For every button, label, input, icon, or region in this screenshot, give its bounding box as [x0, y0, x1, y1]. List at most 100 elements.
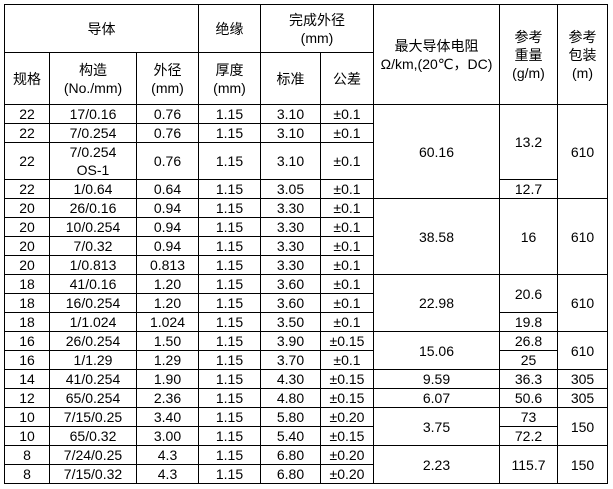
table-cell: 7/0.32: [49, 236, 137, 256]
cell-text: ±0.1: [333, 257, 361, 273]
cell-text: 7/0.254: [69, 144, 117, 160]
table-cell: 1.024: [136, 312, 199, 332]
cell-text: 13.2: [514, 134, 543, 150]
table-cell: 12.7: [499, 179, 558, 199]
header-row: 导体 绝缘 完成外径 (mm) 最大导体电阻 Ω/km,(20℃，DC) 参考 重量 (g/m)…: [4, 4, 608, 105]
cell-text: 0.94: [153, 200, 182, 216]
cell-text: 20: [19, 238, 35, 254]
cell-text: 150: [570, 418, 595, 435]
table-cell: ±0.1: [320, 217, 374, 237]
cell-text: 20: [19, 257, 35, 273]
cell-text: 3.00: [153, 428, 182, 444]
table-cell: 17/0.16: [49, 104, 137, 124]
cell-text: 17/0.16: [69, 106, 117, 122]
table-cell: 3.50: [260, 312, 321, 332]
cell-text: 1.15: [215, 409, 244, 425]
cell-text: 最大导体电阻: [394, 37, 479, 54]
table-cell: 4.3: [136, 445, 199, 465]
cell-text: 1.50: [153, 333, 182, 349]
cell-text: 10: [19, 409, 35, 425]
table-cell: 9.59: [373, 369, 500, 389]
cell-text: 1.024: [149, 314, 186, 330]
table-cell: ±0.20: [320, 407, 374, 427]
table-cell: ±0.1: [320, 274, 374, 294]
table-cell: 1.15: [198, 198, 261, 218]
cell-text: 7/0.254: [69, 125, 117, 141]
cell-text: 19.8: [514, 314, 543, 330]
table-cell: 10: [4, 407, 50, 427]
cell-text: ±0.1: [333, 153, 361, 169]
table-cell: 16: [4, 331, 50, 351]
cell-text: ±0.1: [333, 314, 361, 330]
table-cell: 4.80: [260, 388, 321, 408]
cell-text: ±0.1: [333, 200, 361, 216]
table-cell: 22: [4, 179, 50, 199]
cell-text: ±0.15: [329, 428, 365, 444]
header-cell: 规格: [4, 52, 50, 105]
cell-text: 6.80: [276, 447, 305, 463]
cell-text: 22.98: [418, 295, 455, 311]
table-cell: 6.80: [260, 464, 321, 484]
cell-text: 2.23: [422, 456, 451, 473]
table-cell: 16/0.254: [49, 293, 137, 313]
cell-text: 6.07: [422, 390, 451, 406]
table-cell: 20: [4, 255, 50, 275]
table-cell: 610: [557, 331, 608, 370]
cell-text: 3.10: [276, 106, 305, 122]
cell-text: 构造: [79, 61, 107, 78]
cell-text: 标准: [276, 70, 305, 87]
table-cell: 3.05: [260, 179, 321, 199]
cell-text: (mm): [151, 79, 184, 96]
cell-text: 绝缘: [215, 20, 244, 37]
cell-text: 3.70: [276, 352, 305, 368]
cell-text: (No./mm): [63, 79, 123, 96]
cell-text: 参考: [568, 28, 597, 45]
table-cell: 1.15: [198, 312, 261, 332]
table-cell: 3.90: [260, 331, 321, 351]
header-cell: 导体: [4, 4, 199, 53]
header-cell: 参考 重量 (g/m): [499, 4, 558, 105]
table-cell: ±0.20: [320, 445, 374, 465]
table-cell: 14: [4, 369, 50, 389]
table-cell: 18: [4, 312, 50, 332]
table-cell: 13.2: [499, 104, 558, 180]
header-cell: 外径 (mm): [136, 52, 199, 105]
cell-text: ±0.20: [329, 466, 365, 482]
cell-text: 26/0.254: [65, 333, 121, 349]
table-cell: 1/0.64: [49, 179, 137, 199]
cell-text: 1/1.024: [69, 314, 117, 330]
table-cell: 38.58: [373, 198, 500, 275]
cell-text: 41/0.16: [69, 276, 117, 292]
cell-text: 3.40: [153, 409, 182, 425]
table-cell: 4.3: [136, 464, 199, 484]
cell-text: ±0.15: [329, 371, 365, 387]
table-cell: 12: [4, 388, 50, 408]
cell-text: 5.80: [276, 409, 305, 425]
cell-text: 12.7: [514, 181, 543, 197]
cell-text: 7/24/0.25: [63, 447, 123, 463]
table-cell: 3.00: [136, 426, 199, 446]
cell-text: 7/0.32: [73, 238, 113, 254]
cell-text: 60.16: [418, 143, 455, 160]
table-cell: 305: [557, 369, 608, 389]
table-cell: ±0.15: [320, 369, 374, 389]
cell-text: 1.15: [215, 371, 244, 387]
table-cell: 22: [4, 142, 50, 180]
table-cell: 1.15: [198, 407, 261, 427]
cell-text: 26/0.16: [69, 200, 117, 216]
table-cell: 3.10: [260, 123, 321, 143]
table-cell: 1.15: [198, 123, 261, 143]
cell-text: 18: [19, 314, 35, 330]
table-cell: 3.75: [373, 407, 500, 446]
table-cell: ±0.1: [320, 255, 374, 275]
table-cell: ±0.1: [320, 198, 374, 218]
cell-text: 12: [19, 390, 35, 406]
cell-text: (m): [572, 64, 593, 81]
table-cell: ±0.1: [320, 236, 374, 256]
cell-text: (mm): [213, 79, 246, 96]
data-row: 22 1/0.64 0.64 1.15 3.05 ±0.1 12.7: [4, 179, 608, 199]
header-cell: 最大导体电阻 Ω/km,(20℃，DC): [373, 4, 500, 105]
cell-text: Ω/km,(20℃，DC): [380, 55, 493, 72]
data-row: 20 7/0.32 0.94 1.15 3.30 ±0.1: [4, 236, 608, 256]
table-cell: 73: [499, 407, 558, 427]
